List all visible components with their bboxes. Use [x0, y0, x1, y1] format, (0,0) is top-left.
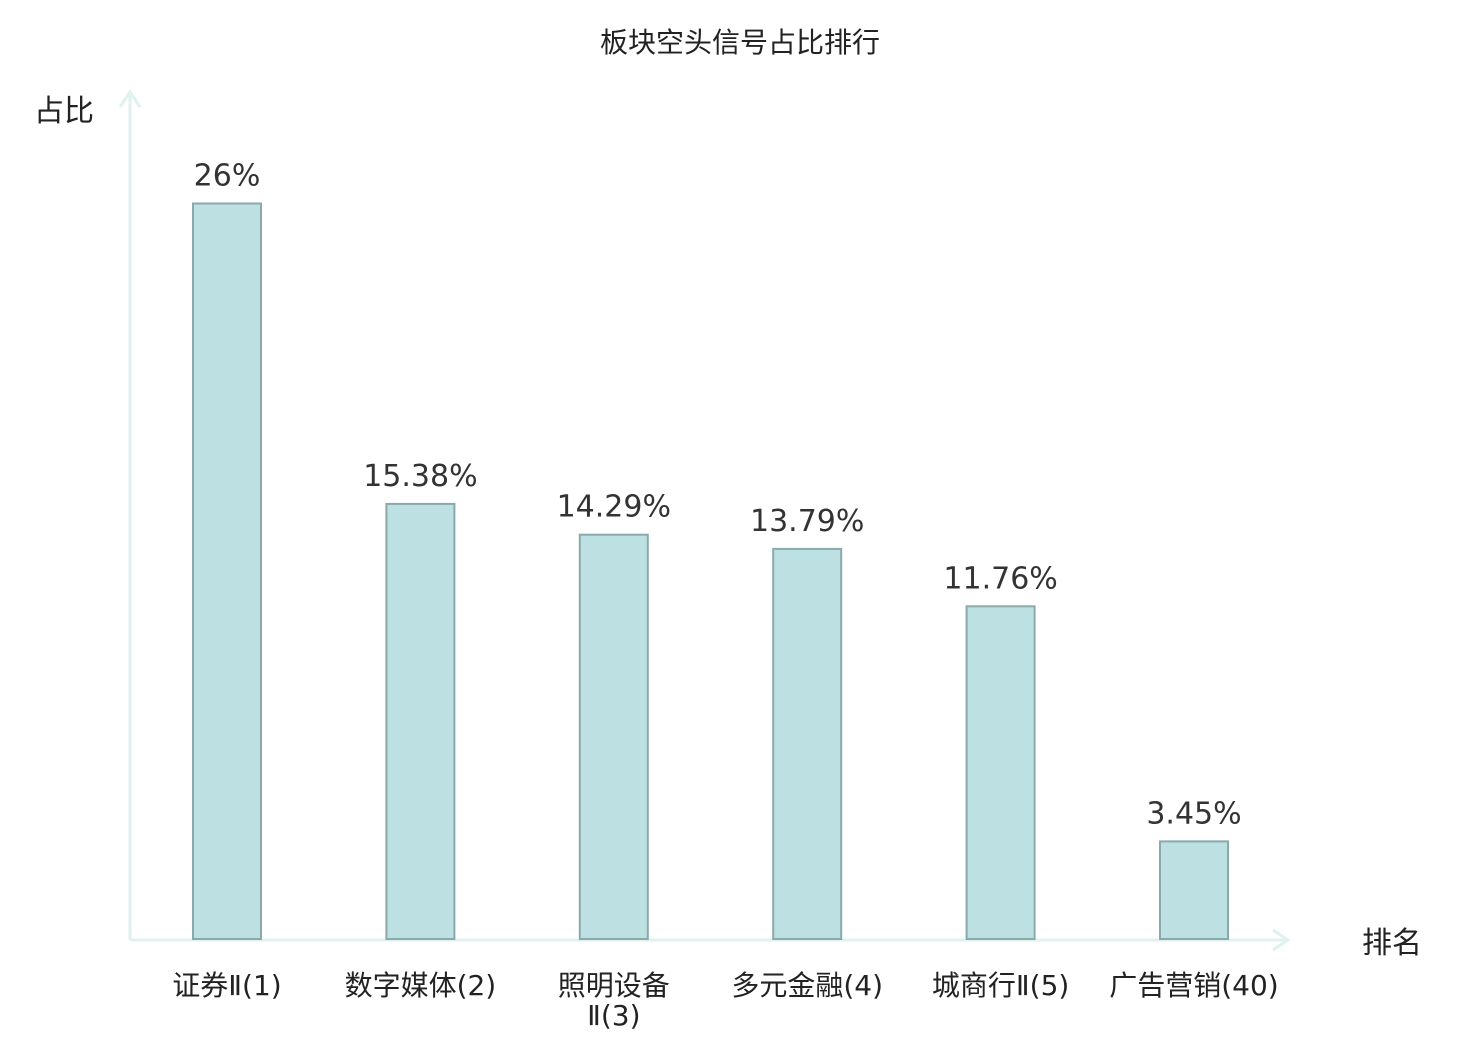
value-label-4: 13.79%	[750, 504, 864, 539]
bar-3	[578, 533, 649, 940]
bar-2	[385, 502, 456, 940]
value-labels: 26% 15.38% 14.29% 13.79% 11.76% 3.45%	[194, 159, 1242, 832]
category-label-3: 照明设备 Ⅱ(3)	[558, 969, 670, 1032]
y-axis	[118, 89, 142, 940]
value-label-2: 15.38%	[363, 459, 477, 494]
bar-4	[772, 547, 843, 941]
x-axis-title: 排名	[1362, 926, 1422, 961]
bar-6	[1159, 840, 1229, 941]
category-label-1: 证券Ⅱ(1)	[172, 969, 281, 1002]
y-axis-title: 占比	[34, 94, 94, 129]
value-label-1: 26%	[194, 159, 261, 194]
bar-5	[965, 605, 1036, 940]
value-label-3: 14.29%	[557, 490, 671, 525]
x-axis-arrow	[1272, 928, 1291, 952]
bar-1	[192, 202, 262, 940]
category-label-4: 多元金融(4)	[731, 969, 883, 1002]
bars	[192, 202, 1229, 941]
category-labels: 证券Ⅱ(1) 数字媒体(2) 照明设备 Ⅱ(3) 多元金融(4) 城商行Ⅱ(5) 广告营销(…	[172, 969, 1278, 1032]
category-label-6: 广告营销(40)	[1109, 969, 1278, 1002]
y-axis-arrow	[118, 89, 142, 108]
category-label-5: 城商行Ⅱ(5)	[932, 969, 1069, 1002]
value-label-6: 3.45%	[1146, 796, 1241, 831]
value-label-5: 11.76%	[943, 561, 1057, 596]
category-label-2: 数字媒体(2)	[345, 969, 497, 1002]
x-axis	[130, 928, 1291, 952]
chart-title: 板块空头信号占比排行	[600, 26, 880, 59]
